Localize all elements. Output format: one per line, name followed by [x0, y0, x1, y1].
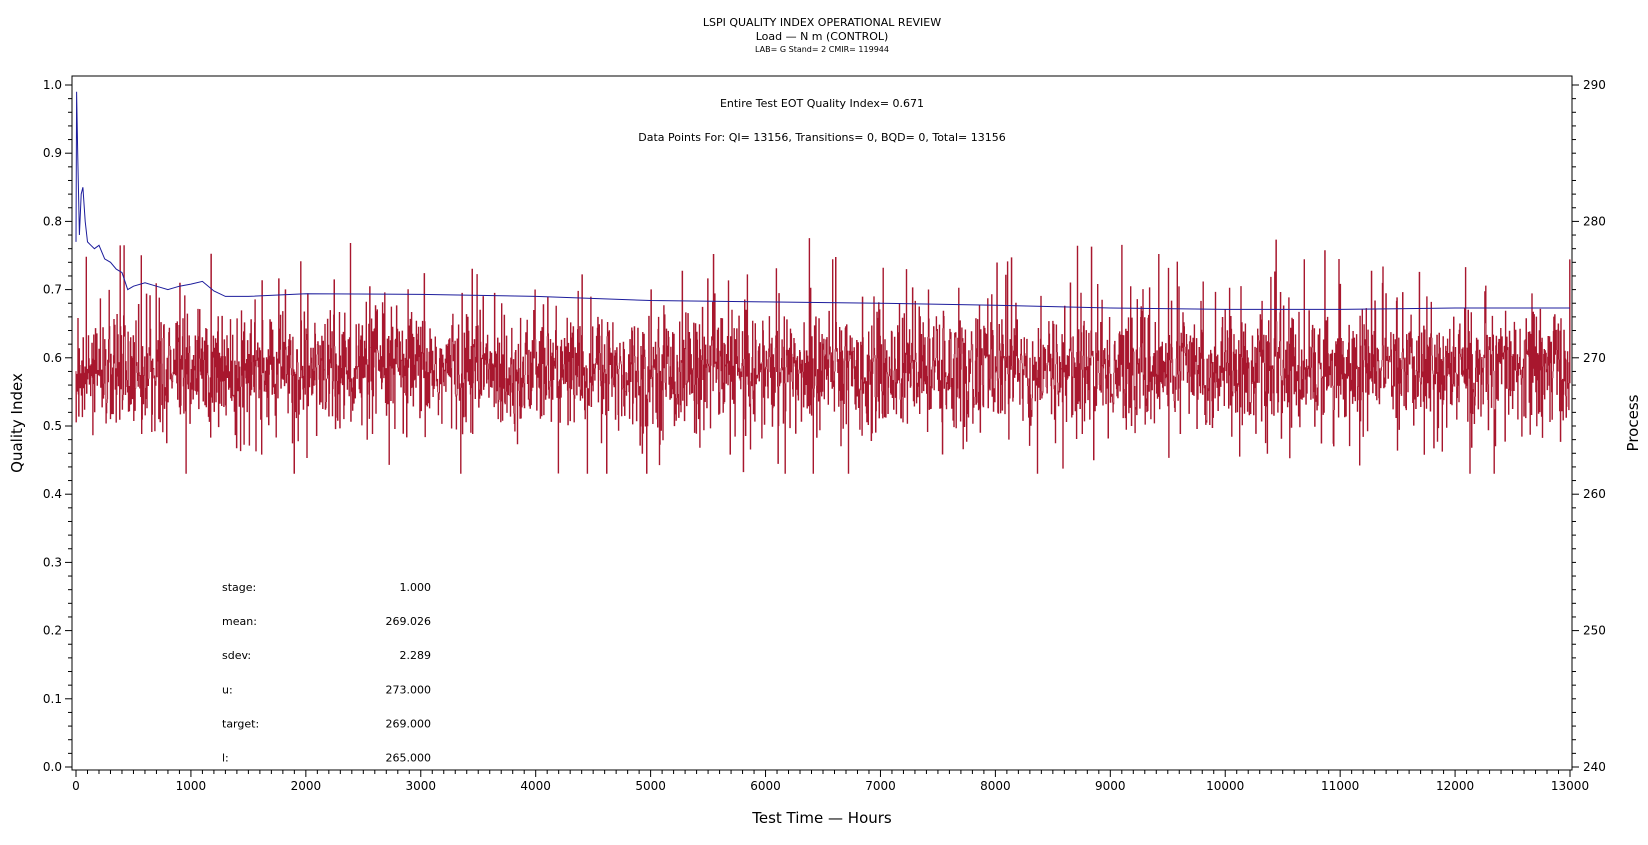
x-axis-label: Test Time — Hours [751, 809, 892, 827]
annotation-quality-index: Entire Test EOT Quality Index= 0.671 [720, 97, 924, 110]
stat-value: 269.000 [386, 717, 432, 730]
y-left-tick-label: 0.1 [43, 692, 62, 706]
y-left-tick-label: 0.5 [43, 419, 62, 433]
x-axis: 0 1000 2000 3000 4000 5000 6000 7000 8000 9000 100… [72, 770, 1589, 793]
y-left-tick-label: 0.0 [43, 760, 62, 774]
process-trace [75, 238, 1571, 474]
x-tick-label: 5000 [635, 779, 666, 793]
y-left-tick-label: 0.2 [43, 624, 62, 638]
x-tick-label: 13000 [1551, 779, 1589, 793]
y-right-tick-label: 260 [1583, 487, 1606, 501]
stat-value: 273.000 [386, 683, 432, 696]
y-right-tick-label: 270 [1583, 351, 1606, 365]
y-left-tick-label: 0.6 [43, 351, 62, 365]
x-tick-label: 1000 [176, 779, 207, 793]
y-right-tick-label: 280 [1583, 214, 1606, 228]
x-tick-label: 10000 [1206, 779, 1244, 793]
x-tick-label: 12000 [1436, 779, 1474, 793]
stat-label: stage: [222, 581, 256, 594]
y-left-tick-label: 1.0 [43, 78, 62, 92]
y-left-tick-label: 0.4 [43, 487, 62, 501]
x-tick-label: 11000 [1321, 779, 1359, 793]
x-tick-label: 2000 [291, 779, 322, 793]
process-series [75, 238, 1571, 474]
x-tick-label: 9000 [1095, 779, 1126, 793]
quality-index-series [75, 91, 1570, 310]
y-right-tick-label: 240 [1583, 760, 1606, 774]
y-axis-left: 0.0 0.1 0.2 0.3 0.4 0.5 0.6 0.7 0.8 0.9 1.0 [43, 78, 72, 774]
y-axis-right-label: Process [1624, 394, 1642, 451]
stats-table: stage: 1.000 mean: 269.026 sdev: 2.289 u: 273.0… [222, 581, 431, 765]
stat-value: 2.289 [400, 649, 432, 662]
y-left-tick-label: 0.3 [43, 555, 62, 569]
stat-value: 265.000 [386, 752, 432, 765]
y-right-tick-label: 290 [1583, 78, 1606, 92]
y-axis-left-label: Quality Index [8, 373, 26, 473]
stat-label: target: [222, 717, 259, 730]
stat-value: 269.026 [386, 615, 432, 628]
x-tick-label: 3000 [405, 779, 436, 793]
y-left-tick-label: 0.9 [43, 146, 62, 160]
stat-label: l: [222, 752, 229, 765]
y-right-tick-label: 250 [1583, 624, 1606, 638]
y-left-tick-label: 0.8 [43, 214, 62, 228]
stat-value: 1.000 [400, 581, 432, 594]
chart-subtitle-2: LAB= G Stand= 2 CMIR= 119944 [755, 45, 889, 54]
x-tick-label: 7000 [865, 779, 896, 793]
plot-frame [71, 75, 1573, 771]
stat-label: mean: [222, 615, 257, 628]
stat-label: u: [222, 683, 233, 696]
stat-label: sdev: [222, 649, 251, 662]
x-tick-label: 8000 [980, 779, 1011, 793]
x-tick-label: 4000 [520, 779, 551, 793]
chart-title: LSPI QUALITY INDEX OPERATIONAL REVIEW [703, 16, 941, 29]
x-tick-label: 6000 [750, 779, 781, 793]
chart-subtitle: Load — N m (CONTROL) [756, 30, 889, 43]
x-tick-label: 0 [72, 779, 80, 793]
y-axis-right: 240 250 260 270 280 290 [1572, 78, 1606, 774]
y-left-tick-label: 0.7 [43, 283, 62, 297]
annotation-data-points: Data Points For: QI= 13156, Transitions=… [638, 131, 1006, 144]
